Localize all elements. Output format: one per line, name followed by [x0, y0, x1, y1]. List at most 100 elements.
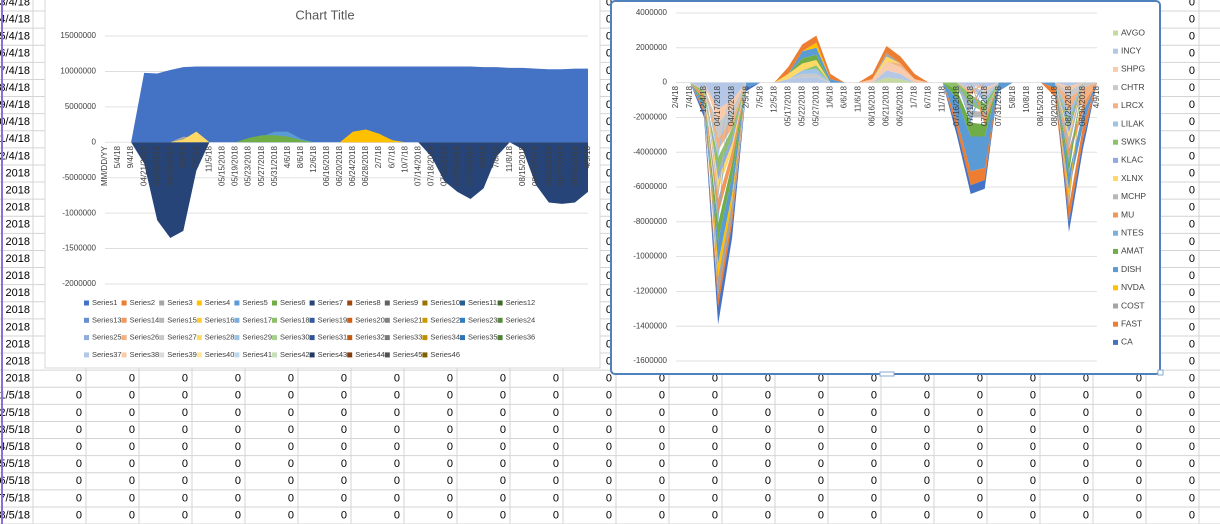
cell-value: 0 [447, 509, 453, 521]
cell-value: 0 [288, 492, 294, 504]
cell-value: 0 [394, 475, 400, 487]
cell-value: 0 [606, 475, 612, 487]
x-tick-label: 11/7/18 [938, 85, 947, 112]
x-tick-label: 7/5/18 [191, 145, 200, 168]
cell-value: 0 [553, 441, 559, 453]
legend-label: XLNX [1121, 173, 1144, 183]
cell-value: 0 [1083, 373, 1089, 385]
cell-value: 0 [447, 407, 453, 419]
cell-value: 0 [606, 287, 612, 299]
row-date: 3/4/18 [0, 0, 30, 8]
legend-swatch [422, 335, 428, 341]
cell-value: 0 [977, 458, 983, 470]
legend-label: Series7 [318, 298, 343, 307]
legend-swatch [84, 300, 89, 306]
x-tick-label: 04/21/2018 [139, 145, 148, 186]
cell-value: 0 [1083, 390, 1089, 402]
legend-label: Series15 [167, 315, 197, 324]
cell-value: 0 [977, 373, 983, 385]
cell-value: 0 [235, 441, 241, 453]
legend-label: Series32 [355, 333, 385, 342]
legend-label: NVDA [1121, 282, 1145, 292]
cell-value: 0 [394, 458, 400, 470]
legend-label: CA [1121, 337, 1133, 347]
y-tick-label: -1500000 [62, 244, 96, 253]
x-tick-label: 06/26/2018 [896, 85, 905, 126]
cell-value: 0 [288, 458, 294, 470]
legend-label: INCY [1121, 45, 1142, 55]
cell-value: 0 [1189, 185, 1195, 197]
legend-swatch [234, 317, 240, 323]
cell-value: 0 [1189, 202, 1195, 214]
resize-handle[interactable] [879, 371, 895, 377]
legend-label: Series25 [92, 333, 122, 342]
cell-value: 0 [606, 150, 612, 162]
cell-value: 0 [924, 373, 930, 385]
legend-label: Series30 [280, 333, 310, 342]
cell-value: 0 [659, 441, 665, 453]
area-series [676, 61, 1097, 123]
legend-swatch [196, 300, 202, 306]
legend-swatch [347, 335, 353, 341]
legend-label: DISH [1121, 264, 1141, 274]
x-tick-label: 4/6/18 [283, 145, 292, 168]
y-tick-label: -2000000 [633, 113, 667, 122]
legend-label: Series35 [468, 333, 498, 342]
charts: 15000000 10000000 5000000 0 -5000000 -1000000… [60, 8, 1146, 365]
cell-value: 0 [1030, 407, 1036, 419]
x-tick-label: 08/19/2018 [531, 145, 540, 186]
legend-swatch [460, 300, 465, 306]
x-tick-label: 6/7/18 [387, 145, 396, 168]
y-tick-label: 15000000 [60, 31, 96, 40]
legend-swatch [159, 317, 165, 323]
legend-swatch [1113, 157, 1118, 163]
cell-value: 0 [129, 509, 135, 521]
cell-value: 0 [765, 458, 771, 470]
x-tick-label: 11/8/18 [505, 145, 514, 172]
cell-value: 0 [606, 133, 612, 145]
y-tick-label: -6000000 [633, 182, 667, 191]
cell-value: 0 [1136, 390, 1142, 402]
resize-handle[interactable] [1157, 369, 1164, 376]
legend-swatch [497, 317, 503, 323]
cell-value: 0 [182, 390, 188, 402]
legend-swatch [159, 335, 165, 341]
cell-value: 0 [447, 424, 453, 436]
cell-value: 0 [394, 390, 400, 402]
legend-label: KLAC [1121, 155, 1143, 165]
legend-label: COST [1121, 300, 1145, 310]
cell-value: 0 [659, 407, 665, 419]
x-tick-label: 07/14/2018 [413, 145, 422, 186]
cell-value: 0 [341, 373, 347, 385]
cell-value: 0 [606, 14, 612, 26]
cell-value: 0 [871, 390, 877, 402]
legend-swatch [309, 317, 315, 323]
row-date: 2/4/18 [0, 150, 30, 162]
y-tick-label: -1600000 [633, 356, 667, 365]
row-date: 4/4/18 [0, 14, 30, 26]
x-tick-label: 08/23/2018 [544, 145, 553, 186]
legend-swatch [1113, 30, 1118, 36]
x-tick-label: 04/22/2018 [727, 85, 736, 126]
cell-value: 0 [1189, 82, 1195, 94]
cell-value: 0 [1189, 458, 1195, 470]
cell-value: 0 [659, 390, 665, 402]
cell-value: 0 [447, 441, 453, 453]
legend-label: Series8 [355, 298, 380, 307]
cell-value: 0 [765, 424, 771, 436]
chart-area[interactable] [44, 0, 601, 369]
cell-value: 0 [76, 441, 82, 453]
cell-value: 0 [129, 390, 135, 402]
x-tick-label: 05/15/2018 [218, 145, 227, 186]
legend-label: Series26 [130, 333, 160, 342]
cell-value: 0 [924, 424, 930, 436]
area-series [105, 131, 588, 143]
legend-label: SHPG [1121, 64, 1145, 74]
legend-label: Series29 [242, 333, 272, 342]
legend-swatch [422, 352, 428, 358]
cell-value: 0 [977, 492, 983, 504]
x-tick-label: 06/21/2018 [882, 85, 891, 126]
cell-value: 0 [288, 424, 294, 436]
cell-value: 0 [659, 458, 665, 470]
